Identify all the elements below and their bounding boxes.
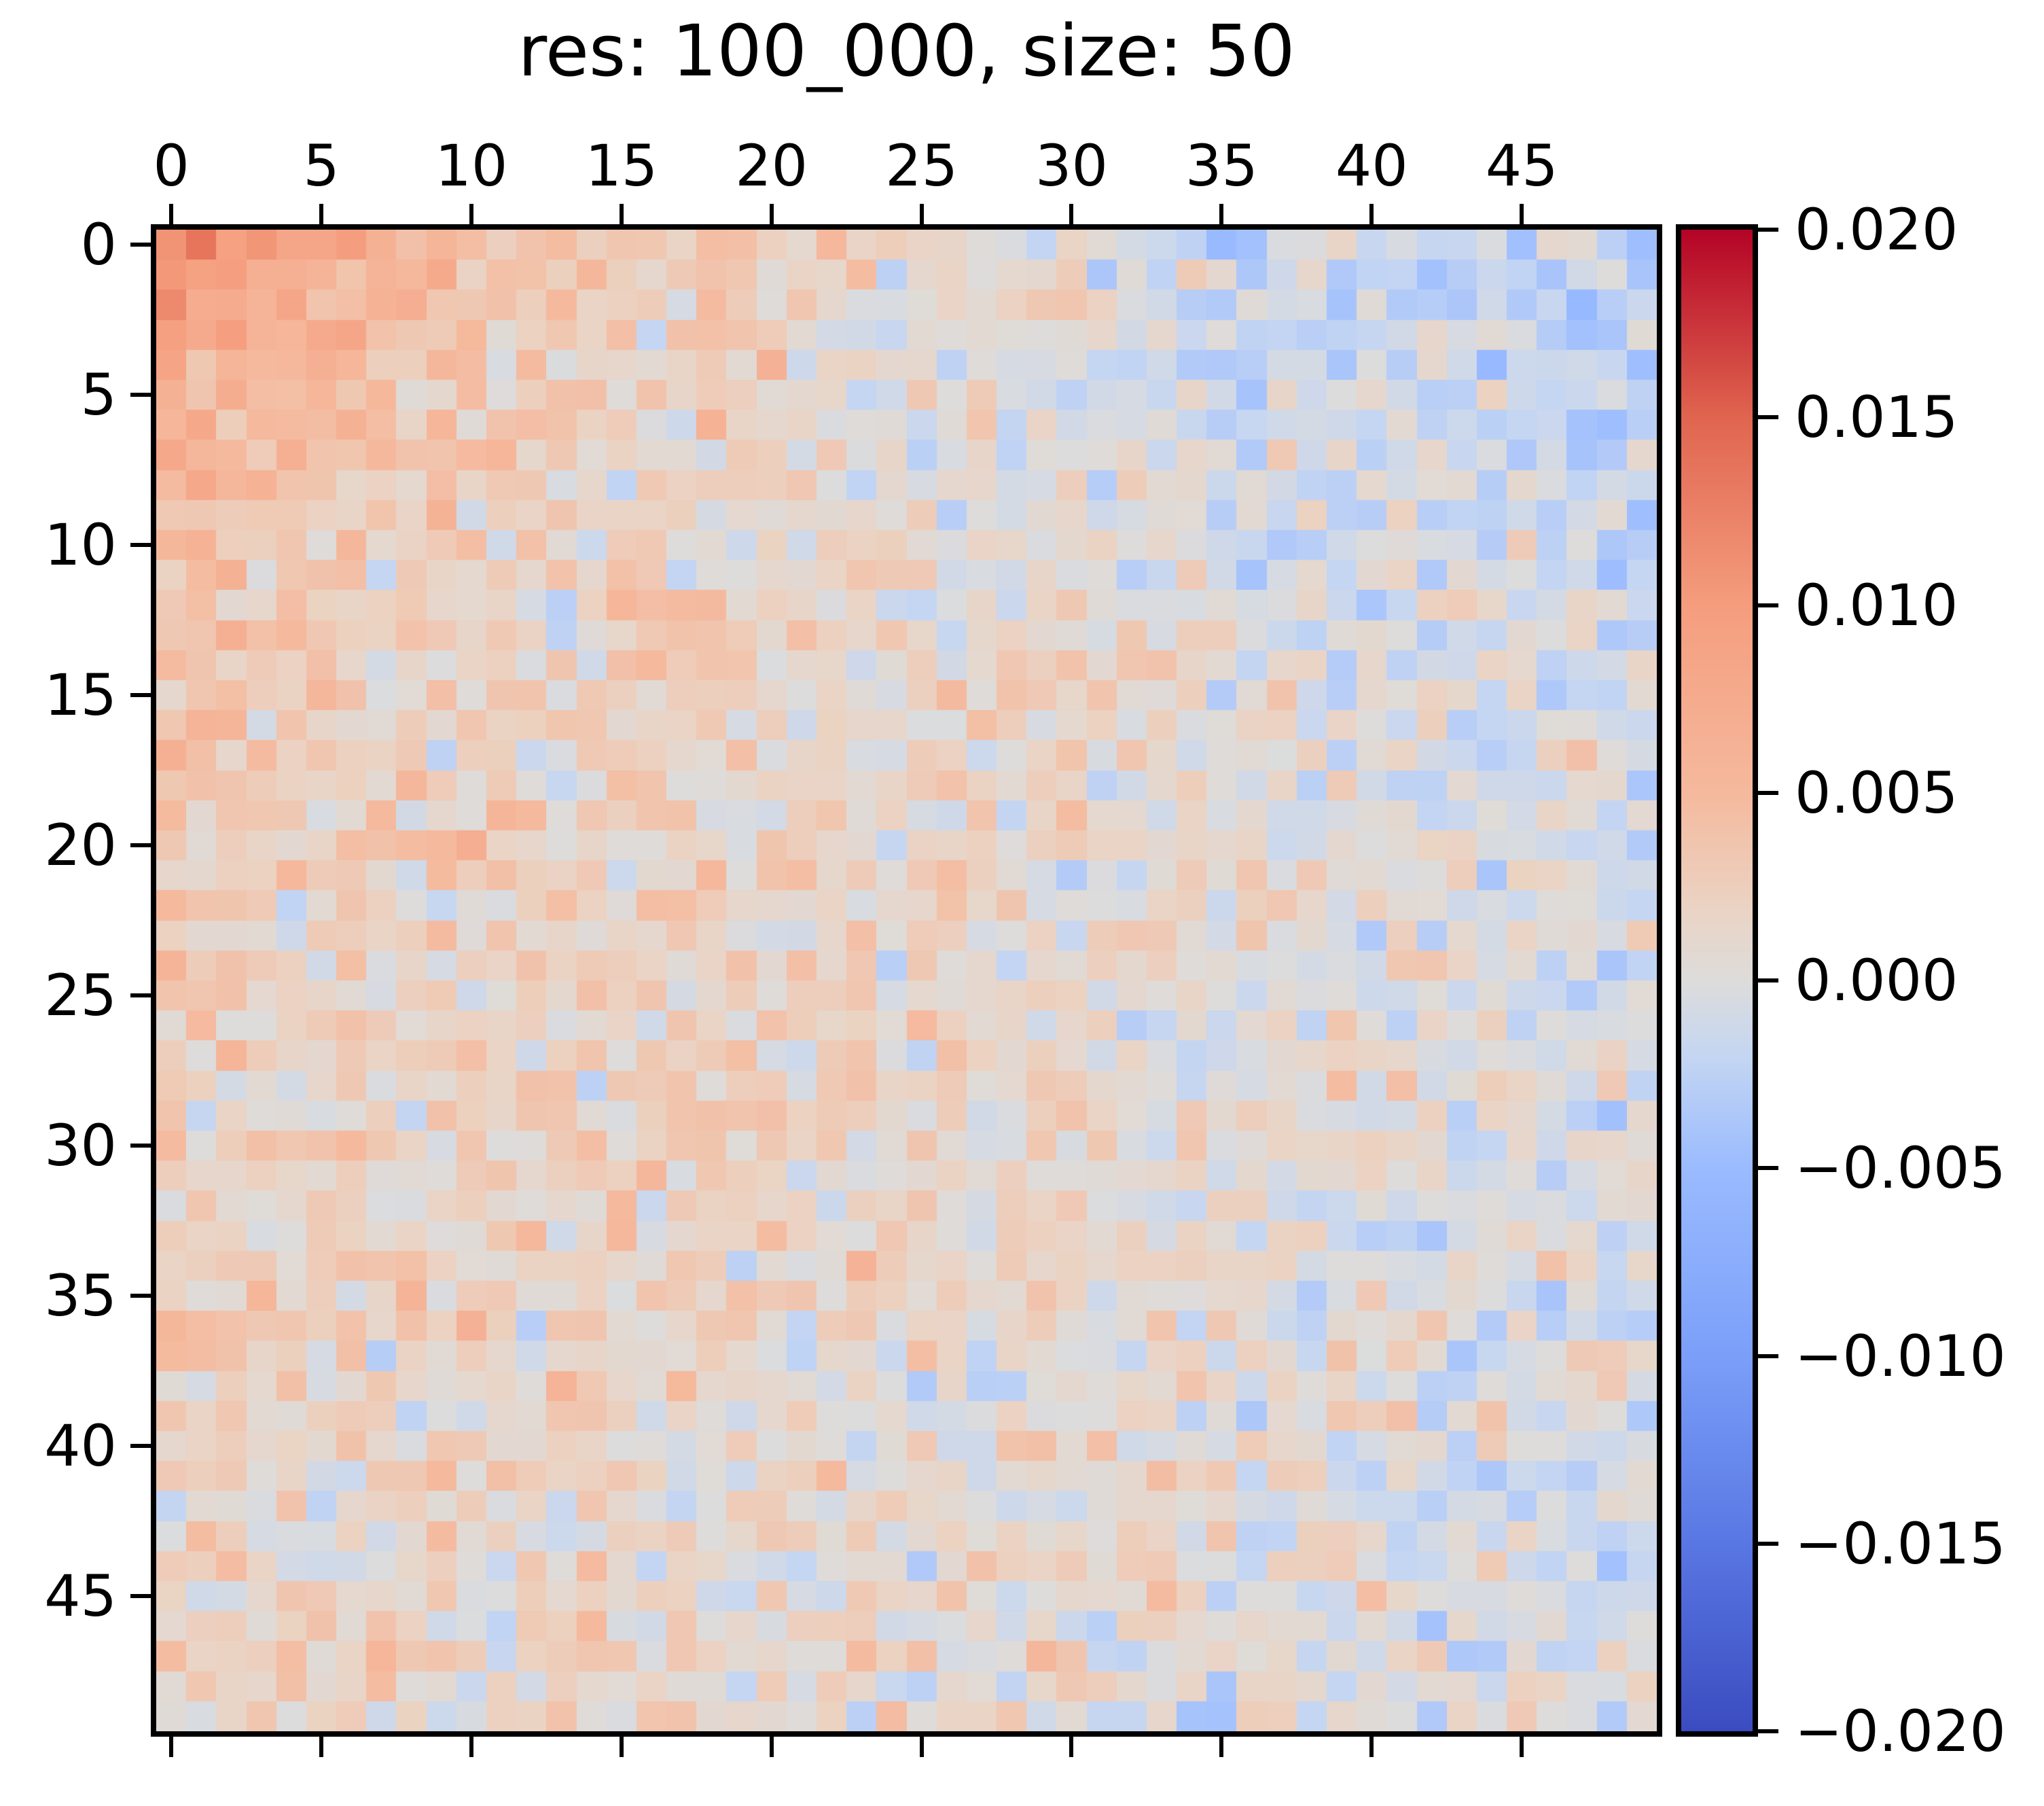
x-tick-label: 0 bbox=[153, 132, 190, 199]
x-tick-mark-bottom bbox=[319, 1737, 323, 1757]
x-tick-mark-bottom bbox=[769, 1737, 774, 1757]
x-tick-mark-top bbox=[619, 204, 624, 224]
y-tick-label: 30 bbox=[44, 1112, 117, 1180]
x-tick-mark-bottom bbox=[1069, 1737, 1074, 1757]
heatmap-canvas bbox=[156, 230, 1657, 1731]
x-tick-mark-bottom bbox=[1520, 1737, 1524, 1757]
y-tick-mark bbox=[130, 393, 151, 397]
x-tick-mark-bottom bbox=[469, 1737, 473, 1757]
colorbar-tick-mark bbox=[1758, 1353, 1778, 1358]
x-tick-label: 10 bbox=[435, 132, 508, 199]
y-tick-label: 15 bbox=[44, 662, 117, 729]
colorbar-tick-mark bbox=[1758, 603, 1778, 607]
x-tick-mark-top bbox=[1369, 204, 1374, 224]
colorbar-tick-label: −0.010 bbox=[1795, 1322, 2006, 1389]
colorbar-tick-label: 0.000 bbox=[1795, 947, 1958, 1014]
x-tick-label: 25 bbox=[885, 132, 958, 199]
y-tick-mark bbox=[130, 543, 151, 548]
colorbar-tick-label: −0.015 bbox=[1795, 1510, 2006, 1577]
x-tick-label: 20 bbox=[735, 132, 808, 199]
colorbar-tick-mark bbox=[1758, 790, 1778, 795]
x-tick-label: 5 bbox=[303, 132, 340, 199]
y-tick-mark bbox=[130, 1144, 151, 1148]
x-tick-mark-top bbox=[469, 204, 473, 224]
x-tick-mark-top bbox=[1520, 204, 1524, 224]
colorbar-tick-label: 0.005 bbox=[1795, 759, 1958, 826]
y-tick-label: 35 bbox=[44, 1262, 117, 1330]
y-tick-mark bbox=[130, 693, 151, 698]
x-tick-mark-bottom bbox=[1369, 1737, 1374, 1757]
colorbar-tick-label: −0.020 bbox=[1795, 1698, 2006, 1765]
y-tick-label: 0 bbox=[80, 211, 117, 279]
chart-title: res: 100_000, size: 50 bbox=[518, 10, 1295, 92]
x-tick-label: 30 bbox=[1035, 132, 1108, 199]
x-tick-mark-bottom bbox=[169, 1737, 174, 1757]
x-tick-mark-bottom bbox=[1219, 1737, 1224, 1757]
x-tick-mark-top bbox=[1219, 204, 1224, 224]
colorbar-tick-mark bbox=[1758, 1166, 1778, 1171]
x-tick-mark-top bbox=[1069, 204, 1074, 224]
colorbar-tick-mark bbox=[1758, 978, 1778, 982]
colorbar-tick-mark bbox=[1758, 1729, 1778, 1733]
colorbar-tick-label: 0.020 bbox=[1795, 196, 1958, 263]
x-tick-mark-bottom bbox=[619, 1737, 624, 1757]
y-tick-label: 10 bbox=[44, 512, 117, 579]
x-tick-label: 15 bbox=[585, 132, 658, 199]
x-tick-mark-top bbox=[169, 204, 174, 224]
x-tick-mark-top bbox=[919, 204, 924, 224]
colorbar-tick-label: −0.005 bbox=[1795, 1135, 2006, 1202]
colorbar-canvas bbox=[1681, 230, 1753, 1731]
y-tick-mark bbox=[130, 843, 151, 848]
x-tick-label: 45 bbox=[1485, 132, 1558, 199]
y-tick-label: 40 bbox=[44, 1413, 117, 1480]
colorbar-tick-mark bbox=[1758, 415, 1778, 420]
x-tick-label: 35 bbox=[1185, 132, 1258, 199]
y-tick-label: 45 bbox=[44, 1563, 117, 1630]
y-tick-label: 5 bbox=[80, 361, 117, 429]
y-tick-mark bbox=[130, 1444, 151, 1449]
y-tick-label: 20 bbox=[44, 812, 117, 879]
colorbar-tick-mark bbox=[1758, 228, 1778, 232]
x-tick-mark-top bbox=[319, 204, 323, 224]
y-tick-mark bbox=[130, 1294, 151, 1298]
x-tick-mark-bottom bbox=[919, 1737, 924, 1757]
x-tick-label: 40 bbox=[1335, 132, 1408, 199]
y-tick-label: 25 bbox=[44, 962, 117, 1029]
y-tick-mark bbox=[130, 243, 151, 247]
colorbar-tick-mark bbox=[1758, 1541, 1778, 1546]
y-tick-mark bbox=[130, 1594, 151, 1599]
y-tick-mark bbox=[130, 993, 151, 998]
x-tick-mark-top bbox=[769, 204, 774, 224]
colorbar-tick-label: 0.015 bbox=[1795, 384, 1958, 451]
colorbar-tick-label: 0.010 bbox=[1795, 571, 1958, 639]
